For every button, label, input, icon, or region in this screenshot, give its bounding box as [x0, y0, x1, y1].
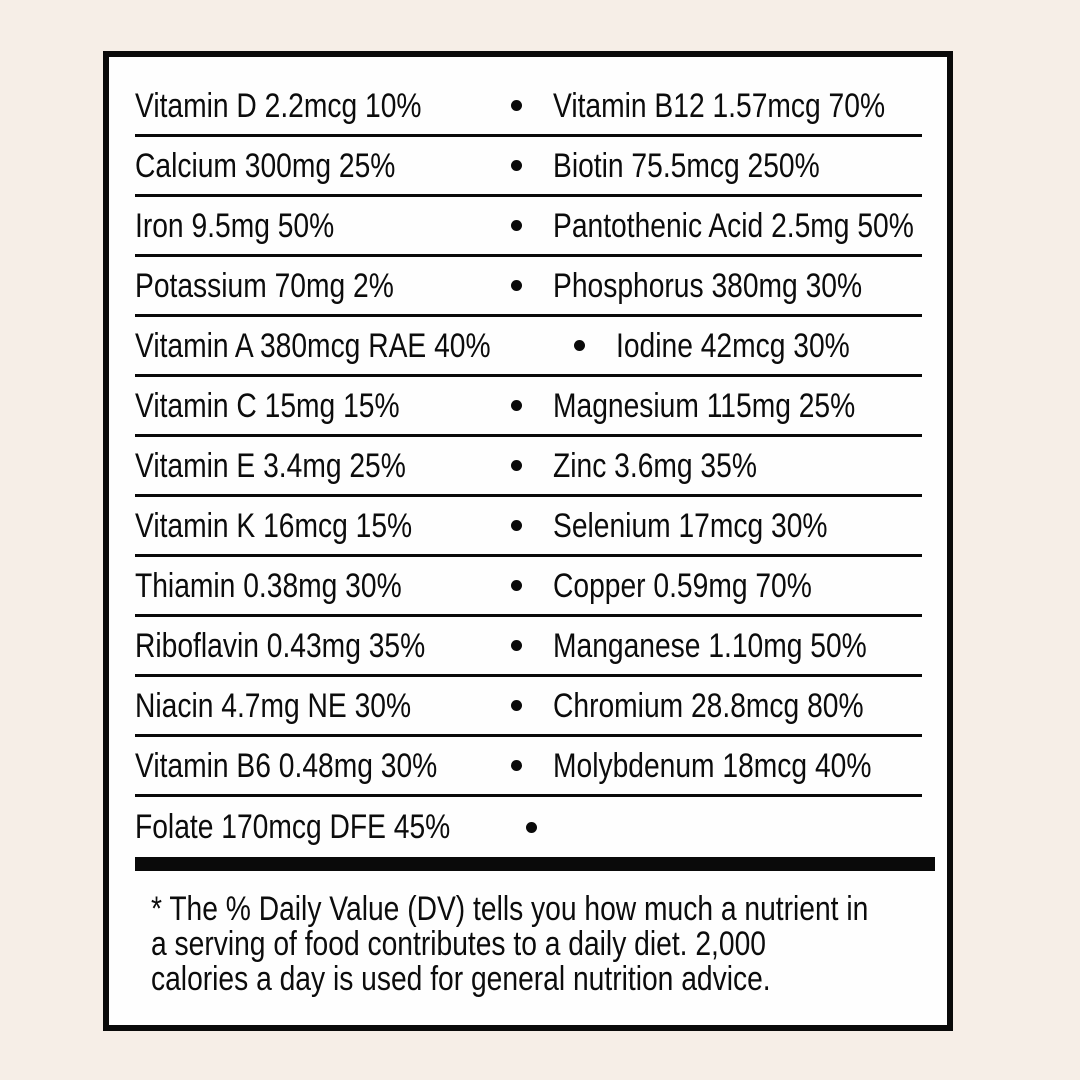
nutrient-right-label: Pantothenic Acid 2.5mg 50% [553, 206, 914, 245]
nutrient-left-label: Riboflavin 0.43mg 35% [135, 626, 426, 665]
nutrient-row: Riboflavin 0.43mg 35% Manganese 1.10mg 5… [135, 617, 922, 677]
nutrient-row: Vitamin E 3.4mg 25% Zinc 3.6mg 35% [135, 437, 922, 497]
bullet-icon [511, 280, 522, 291]
nutrient-left-label: Vitamin K 16mcg 15% [135, 506, 413, 545]
nutrient-left-label: Calcium 300mg 25% [135, 146, 396, 185]
nutrient-left-label: Thiamin 0.38mg 30% [135, 566, 402, 605]
bullet-icon [574, 340, 586, 351]
nutrient-right-label: Magnesium 115mg 25% [553, 386, 856, 425]
footnote-line: calories a day is used for general nutri… [151, 960, 771, 998]
nutrient-right-label: Iodine 42mcg 30% [616, 326, 851, 365]
nutrient-rows: Vitamin D 2.2mcg 10% Vitamin B12 1.57mcg… [109, 57, 947, 857]
nutrient-right-label: Copper 0.59mg 70% [553, 566, 812, 605]
footnote-line: a serving of food contributes to a daily… [151, 925, 766, 963]
nutrient-row: Vitamin A 380mcg RAE 40% Iodine 42mcg 30… [135, 317, 922, 377]
nutrient-row: Vitamin D 2.2mcg 10% Vitamin B12 1.57mcg… [135, 77, 922, 137]
nutrient-right-label: Biotin 75.5mcg 250% [553, 146, 820, 185]
nutrient-left-label: Vitamin B6 0.48mg 30% [135, 746, 438, 785]
bullet-icon [511, 220, 522, 231]
bullet-icon [511, 160, 522, 171]
bullet-icon [511, 520, 522, 531]
nutrient-right-label: Vitamin B12 1.57mcg 70% [553, 86, 886, 125]
nutrient-left-label: Folate 170mcg DFE 45% [135, 808, 451, 846]
bullet-icon [511, 580, 522, 591]
nutrition-facts-panel: Vitamin D 2.2mcg 10% Vitamin B12 1.57mcg… [103, 51, 953, 1031]
nutrient-row: Vitamin C 15mg 15% Magnesium 115mg 25% [135, 377, 922, 437]
nutrient-right-label: Chromium 28.8mcg 80% [553, 686, 864, 725]
nutrient-row: Potassium 70mg 2% Phosphorus 380mg 30% [135, 257, 922, 317]
nutrient-right-label: Molybdenum 18mcg 40% [553, 746, 872, 785]
nutrient-right-label: Phosphorus 380mg 30% [553, 266, 863, 305]
nutrient-left-label: Vitamin C 15mg 15% [135, 386, 400, 425]
nutrient-left-label: Vitamin E 3.4mg 25% [135, 446, 406, 485]
daily-value-footnote: * The % Daily Value (DV) tells you how m… [109, 892, 947, 997]
nutrient-right-label: Zinc 3.6mg 35% [553, 446, 757, 485]
nutrient-left-label: Vitamin D 2.2mcg 10% [135, 86, 422, 125]
bullet-icon [511, 700, 522, 711]
nutrient-row: Iron 9.5mg 50% Pantothenic Acid 2.5mg 50… [135, 197, 922, 257]
bullet-icon [511, 640, 522, 651]
nutrient-right-label: Selenium 17mcg 30% [553, 506, 828, 545]
nutrient-left-label: Niacin 4.7mg NE 30% [135, 686, 412, 725]
nutrient-row: Calcium 300mg 25% Biotin 75.5mcg 250% [135, 137, 922, 197]
bullet-icon [511, 400, 522, 411]
nutrient-row: Folate 170mcg DFE 45% [135, 797, 922, 857]
nutrient-right-label: Manganese 1.10mg 50% [553, 626, 867, 665]
nutrient-left-label: Iron 9.5mg 50% [135, 206, 335, 245]
nutrient-row: Thiamin 0.38mg 30% Copper 0.59mg 70% [135, 557, 922, 617]
nutrient-left-label: Potassium 70mg 2% [135, 266, 394, 305]
nutrient-left-label: Vitamin A 380mcg RAE 40% [135, 326, 491, 365]
bullet-icon [511, 760, 522, 771]
nutrient-row: Vitamin B6 0.48mg 30% Molybdenum 18mcg 4… [135, 737, 922, 797]
section-divider-bar [135, 857, 935, 871]
nutrient-row: Vitamin K 16mcg 15% Selenium 17mcg 30% [135, 497, 922, 557]
footnote-line: * The % Daily Value (DV) tells you how m… [151, 890, 869, 928]
bullet-icon [511, 460, 522, 471]
bullet-icon [511, 100, 522, 111]
nutrient-row: Niacin 4.7mg NE 30% Chromium 28.8mcg 80% [135, 677, 922, 737]
bullet-icon [525, 821, 537, 833]
